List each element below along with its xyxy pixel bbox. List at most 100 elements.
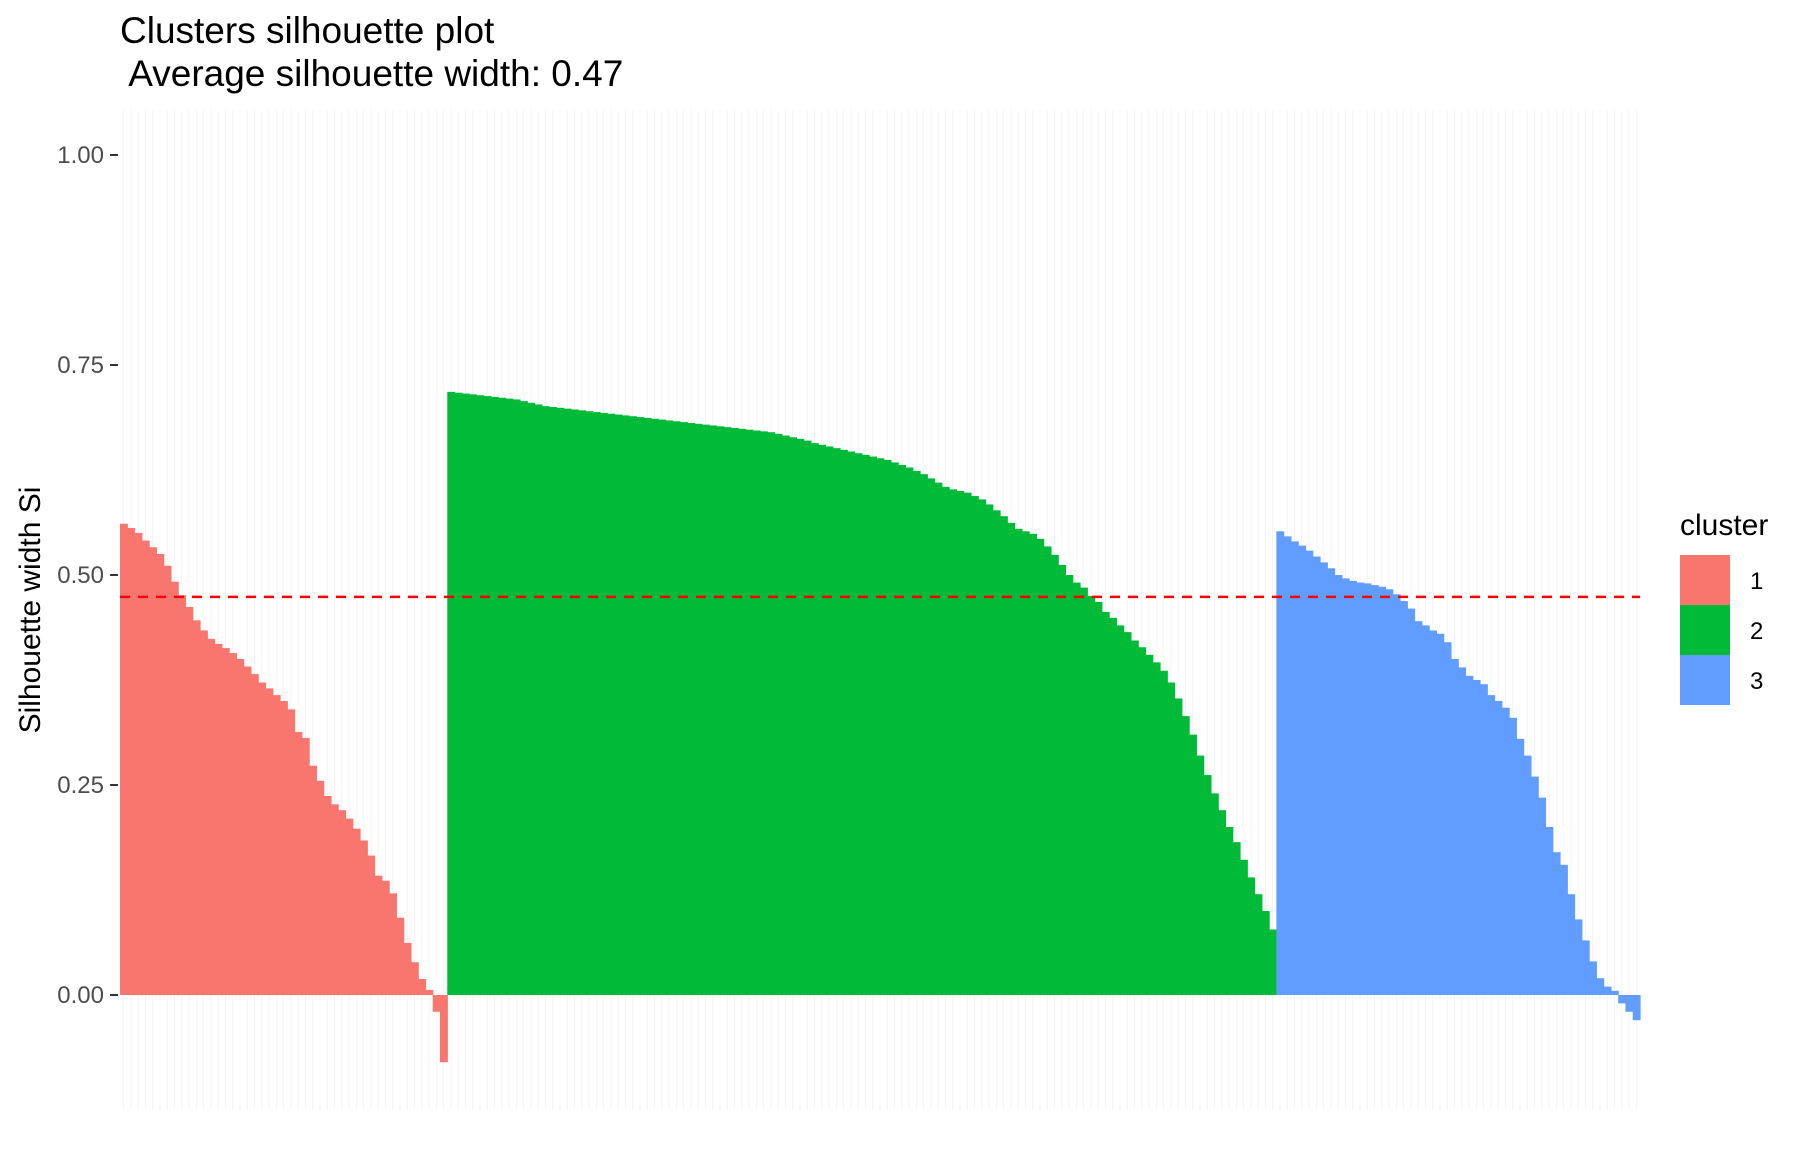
bar-cluster-1 bbox=[134, 533, 143, 995]
bar-cluster-3 bbox=[1385, 589, 1394, 995]
bar-cluster-1 bbox=[250, 674, 259, 995]
bar-cluster-2 bbox=[534, 404, 543, 996]
bar-cluster-2 bbox=[498, 397, 507, 995]
y-tick-label: 0.25 bbox=[57, 772, 104, 799]
bar-cluster-1 bbox=[316, 780, 325, 995]
bar-cluster-2 bbox=[890, 462, 899, 995]
bar-cluster-3 bbox=[1312, 556, 1321, 995]
bar-cluster-1 bbox=[258, 682, 267, 995]
bar-cluster-3 bbox=[1494, 701, 1503, 995]
bar-cluster-1 bbox=[309, 765, 317, 995]
bar-cluster-2 bbox=[512, 399, 521, 995]
bar-cluster-2 bbox=[709, 425, 717, 996]
bar-cluster-1 bbox=[301, 737, 310, 995]
bar-cluster-3 bbox=[1530, 776, 1539, 995]
bar-cluster-2 bbox=[549, 407, 557, 995]
bar-cluster-1 bbox=[396, 917, 405, 995]
bar-cluster-2 bbox=[1065, 575, 1074, 995]
bar-cluster-2 bbox=[1050, 554, 1059, 995]
bar-cluster-1 bbox=[185, 606, 194, 995]
bar-cluster-2 bbox=[1043, 546, 1052, 995]
bar-cluster-3 bbox=[1421, 625, 1430, 995]
bar-cluster-3 bbox=[1632, 995, 1641, 1021]
bar-cluster-2 bbox=[905, 467, 914, 996]
bar-cluster-2 bbox=[1087, 596, 1096, 995]
bar-cluster-1 bbox=[178, 595, 187, 995]
bar-cluster-2 bbox=[760, 431, 768, 995]
bar-cluster-3 bbox=[1392, 594, 1401, 995]
bar-cluster-2 bbox=[672, 421, 681, 995]
bar-cluster-2 bbox=[963, 492, 972, 995]
bar-cluster-1 bbox=[294, 732, 303, 995]
bar-cluster-1 bbox=[200, 630, 208, 995]
legend-label-1: 1 bbox=[1750, 568, 1763, 595]
bar-cluster-2 bbox=[578, 410, 587, 995]
bar-cluster-2 bbox=[803, 440, 812, 996]
bar-cluster-3 bbox=[1450, 659, 1459, 995]
bar-cluster-2 bbox=[1160, 670, 1168, 995]
bar-cluster-1 bbox=[287, 709, 296, 995]
y-tick-label: 1.00 bbox=[57, 142, 104, 169]
bar-cluster-1 bbox=[410, 962, 419, 995]
bar-cluster-2 bbox=[738, 428, 747, 996]
bar-cluster-3 bbox=[1407, 608, 1416, 995]
bar-cluster-2 bbox=[1116, 625, 1125, 995]
bar-cluster-1 bbox=[432, 995, 441, 1012]
bar-cluster-2 bbox=[970, 496, 979, 995]
bar-cluster-3 bbox=[1560, 864, 1568, 995]
bar-cluster-2 bbox=[796, 438, 805, 995]
bar-cluster-2 bbox=[767, 432, 776, 995]
bar-cluster-2 bbox=[818, 444, 827, 995]
bar-cluster-2 bbox=[745, 429, 754, 995]
bar-cluster-1 bbox=[120, 523, 128, 995]
y-tick-label: 0.50 bbox=[57, 562, 104, 589]
bar-cluster-2 bbox=[687, 422, 696, 996]
bar-cluster-3 bbox=[1414, 621, 1423, 995]
bar-cluster-2 bbox=[1145, 654, 1154, 995]
bar-cluster-3 bbox=[1480, 684, 1488, 995]
bar-cluster-2 bbox=[600, 412, 608, 995]
bar-cluster-2 bbox=[992, 510, 1001, 995]
bar-cluster-2 bbox=[469, 394, 477, 995]
bar-cluster-1 bbox=[207, 638, 216, 995]
legend-title: cluster bbox=[1680, 509, 1768, 542]
bar-cluster-1 bbox=[265, 688, 274, 995]
legend-label-2: 2 bbox=[1750, 618, 1763, 645]
bar-cluster-1 bbox=[330, 804, 339, 995]
bar-cluster-3 bbox=[1589, 961, 1597, 995]
bar-cluster-2 bbox=[461, 393, 470, 995]
bar-cluster-2 bbox=[912, 470, 921, 996]
bar-cluster-1 bbox=[345, 818, 354, 995]
bar-cluster-2 bbox=[1007, 522, 1016, 995]
y-axis: 0.00 0.25 0.50 0.75 1.00 bbox=[57, 142, 118, 1009]
bar-cluster-3 bbox=[1523, 755, 1532, 995]
bar-cluster-2 bbox=[658, 419, 667, 996]
bar-cluster-1 bbox=[360, 840, 368, 995]
bar-cluster-3 bbox=[1283, 536, 1292, 995]
legend-key-1 bbox=[1680, 555, 1730, 605]
bar-cluster-2 bbox=[934, 482, 943, 996]
bar-cluster-2 bbox=[1101, 611, 1110, 995]
bar-cluster-2 bbox=[1210, 793, 1219, 995]
bar-cluster-2 bbox=[585, 411, 594, 995]
bar-cluster-3 bbox=[1429, 630, 1437, 995]
bar-cluster-3 bbox=[1327, 568, 1336, 995]
legend-key-2 bbox=[1680, 605, 1730, 655]
y-tick-label: 0.75 bbox=[57, 352, 104, 379]
bar-cluster-1 bbox=[374, 875, 383, 995]
bar-cluster-3 bbox=[1487, 695, 1496, 995]
bar-cluster-2 bbox=[847, 451, 856, 995]
bar-cluster-1 bbox=[163, 565, 172, 995]
bar-cluster-3 bbox=[1458, 667, 1467, 995]
bar-cluster-3 bbox=[1610, 990, 1619, 995]
bar-cluster-2 bbox=[1000, 516, 1008, 995]
bar-cluster-3 bbox=[1596, 978, 1605, 995]
bar-cluster-1 bbox=[418, 979, 427, 995]
bar-cluster-2 bbox=[927, 478, 936, 995]
bar-cluster-2 bbox=[1152, 662, 1161, 995]
bar-cluster-2 bbox=[563, 408, 572, 995]
bar-cluster-3 bbox=[1378, 586, 1387, 995]
bar-cluster-2 bbox=[1181, 716, 1190, 995]
bar-cluster-1 bbox=[243, 666, 252, 995]
